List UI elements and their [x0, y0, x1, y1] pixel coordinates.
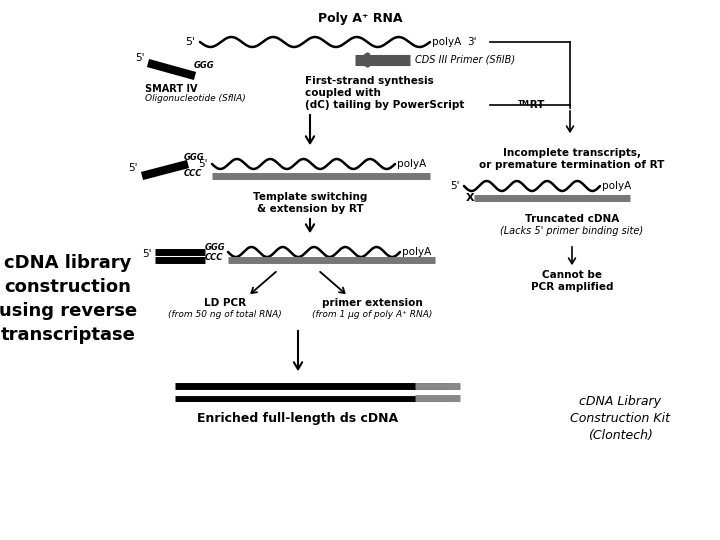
Text: Oligonucleotide (SfIIA): Oligonucleotide (SfIIA) — [145, 94, 246, 103]
Text: First-strand synthesis: First-strand synthesis — [305, 76, 433, 86]
Text: Cannot be: Cannot be — [542, 270, 602, 280]
Text: GGG: GGG — [205, 244, 225, 253]
Text: or premature termination of RT: or premature termination of RT — [480, 160, 665, 170]
Text: (Lacks 5' primer binding site): (Lacks 5' primer binding site) — [500, 226, 644, 236]
Text: Poly A⁺ RNA: Poly A⁺ RNA — [318, 12, 402, 25]
Text: coupled with: coupled with — [305, 88, 381, 98]
Text: LD PCR: LD PCR — [204, 298, 246, 308]
Text: Template switching: Template switching — [253, 192, 367, 202]
Text: using reverse: using reverse — [0, 302, 137, 320]
Text: (from 1 μg of poly A⁺ RNA): (from 1 μg of poly A⁺ RNA) — [312, 310, 432, 319]
Text: 5': 5' — [451, 181, 460, 191]
Text: polyA: polyA — [397, 159, 426, 169]
Text: (dC) tailing by PowerScript: (dC) tailing by PowerScript — [305, 100, 464, 110]
Text: primer extension: primer extension — [322, 298, 423, 308]
Text: GGG: GGG — [184, 152, 204, 161]
Text: transcriptase: transcriptase — [1, 326, 135, 344]
Text: & extension by RT: & extension by RT — [257, 204, 364, 214]
Text: 5': 5' — [185, 37, 195, 47]
Text: polyA: polyA — [602, 181, 631, 191]
Text: Incomplete transcripts,: Incomplete transcripts, — [503, 148, 641, 158]
Text: PCR amplified: PCR amplified — [531, 282, 613, 292]
Text: polyA: polyA — [402, 247, 431, 257]
Text: Construction Kit: Construction Kit — [570, 412, 670, 425]
Text: TM: TM — [518, 100, 530, 106]
Text: CCC: CCC — [184, 170, 202, 179]
Text: cDNA Library: cDNA Library — [579, 395, 661, 408]
Text: CCC: CCC — [205, 253, 223, 262]
Text: Enriched full-length ds cDNA: Enriched full-length ds cDNA — [197, 412, 399, 425]
Text: (from 50 ng of total RNA): (from 50 ng of total RNA) — [168, 310, 282, 319]
Text: RT: RT — [526, 100, 544, 110]
Text: (Clontech): (Clontech) — [588, 429, 652, 442]
Text: GGG: GGG — [194, 62, 215, 71]
Text: 5': 5' — [135, 53, 145, 63]
Text: 5': 5' — [128, 163, 138, 173]
Text: 3': 3' — [467, 37, 477, 47]
Text: construction: construction — [4, 278, 132, 296]
Text: 5': 5' — [143, 249, 152, 259]
Text: 5': 5' — [199, 159, 208, 169]
Text: polyA: polyA — [432, 37, 462, 47]
Text: SMART IV: SMART IV — [145, 84, 197, 94]
Text: X: X — [466, 193, 474, 203]
Text: CDS III Primer (SfiIB): CDS III Primer (SfiIB) — [415, 55, 515, 65]
Text: Truncated cDNA: Truncated cDNA — [525, 214, 619, 224]
Text: cDNA library: cDNA library — [4, 254, 132, 272]
